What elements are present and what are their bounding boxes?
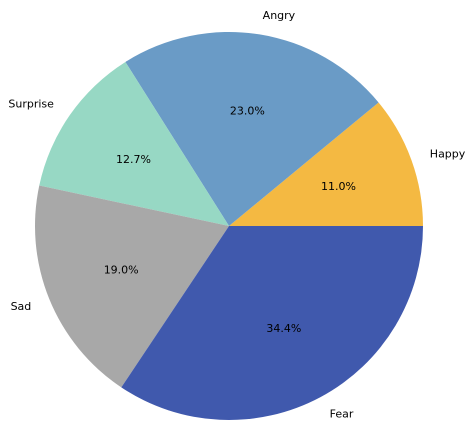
pie-slice-angry bbox=[125, 32, 379, 226]
pie-slice-happy bbox=[229, 102, 423, 226]
category-label-fear: Fear bbox=[330, 408, 354, 421]
pie-slice-sad bbox=[34, 185, 229, 388]
slices-layer bbox=[34, 32, 423, 421]
category-label-angry: Angry bbox=[263, 9, 296, 22]
category-label-happy: Happy bbox=[430, 147, 466, 160]
pct-label-sad: 19.0% bbox=[104, 263, 139, 276]
labels-layer: 11.0% Happy 23.0% Angry 12.7% Surprise 19.0% Sa… bbox=[8, 9, 465, 421]
pie-slice-surprise bbox=[39, 61, 229, 227]
category-label-sad: Sad bbox=[11, 300, 32, 313]
pct-label-fear: 34.4% bbox=[266, 322, 301, 335]
pct-label-angry: 23.0% bbox=[230, 105, 265, 118]
pie-slice-fear bbox=[121, 226, 423, 421]
pct-label-surprise: 12.7% bbox=[116, 153, 151, 166]
category-label-surprise: Surprise bbox=[8, 97, 54, 110]
pct-label-happy: 11.0% bbox=[321, 180, 356, 193]
